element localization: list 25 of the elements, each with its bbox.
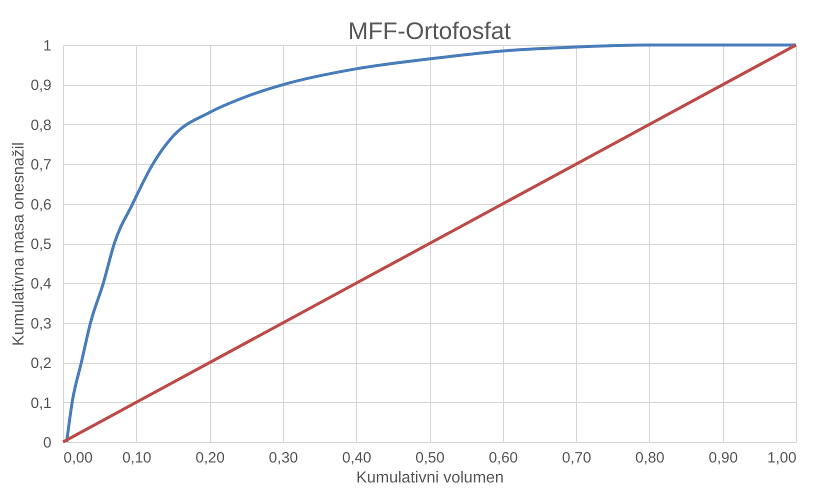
y-tick-label: 0,8 xyxy=(30,116,52,134)
y-tick-label: 0,9 xyxy=(30,77,52,94)
x-tick-label: 0,90 xyxy=(708,450,738,466)
x-tick-label: 0,30 xyxy=(268,450,298,466)
y-tick-label: 0,5 xyxy=(30,236,52,253)
y-tick-label: 0,6 xyxy=(30,196,52,214)
y-axis-title: Kumulativna masa onesnažil xyxy=(10,142,28,346)
y-tick-label: 0,4 xyxy=(30,276,52,293)
chart-title: MFF-Ortofosfat xyxy=(348,18,512,45)
x-tick-label: 0,50 xyxy=(415,450,445,466)
y-tick-label: 0,7 xyxy=(30,156,52,174)
x-tick-label: 0,70 xyxy=(562,450,592,466)
y-tick-label: 0,3 xyxy=(30,315,52,332)
x-tick-label: 0,80 xyxy=(635,450,664,466)
x-tick-label: 0,10 xyxy=(122,450,152,466)
x-tick-label: 0,60 xyxy=(488,450,518,466)
x-tick-label: 0,00 xyxy=(64,450,93,466)
y-tick-label: 0 xyxy=(43,434,52,452)
x-tick-label: 0,40 xyxy=(342,450,372,466)
y-tick-label: 0,1 xyxy=(30,394,52,412)
x-tick-label: 0,20 xyxy=(196,450,225,466)
y-tick-label: 0,2 xyxy=(30,355,52,372)
x-axis-title: Kumulativni volumen xyxy=(356,470,504,486)
y-tick-label: 1 xyxy=(43,38,52,54)
x-tick-label: 1,00 xyxy=(767,450,796,466)
